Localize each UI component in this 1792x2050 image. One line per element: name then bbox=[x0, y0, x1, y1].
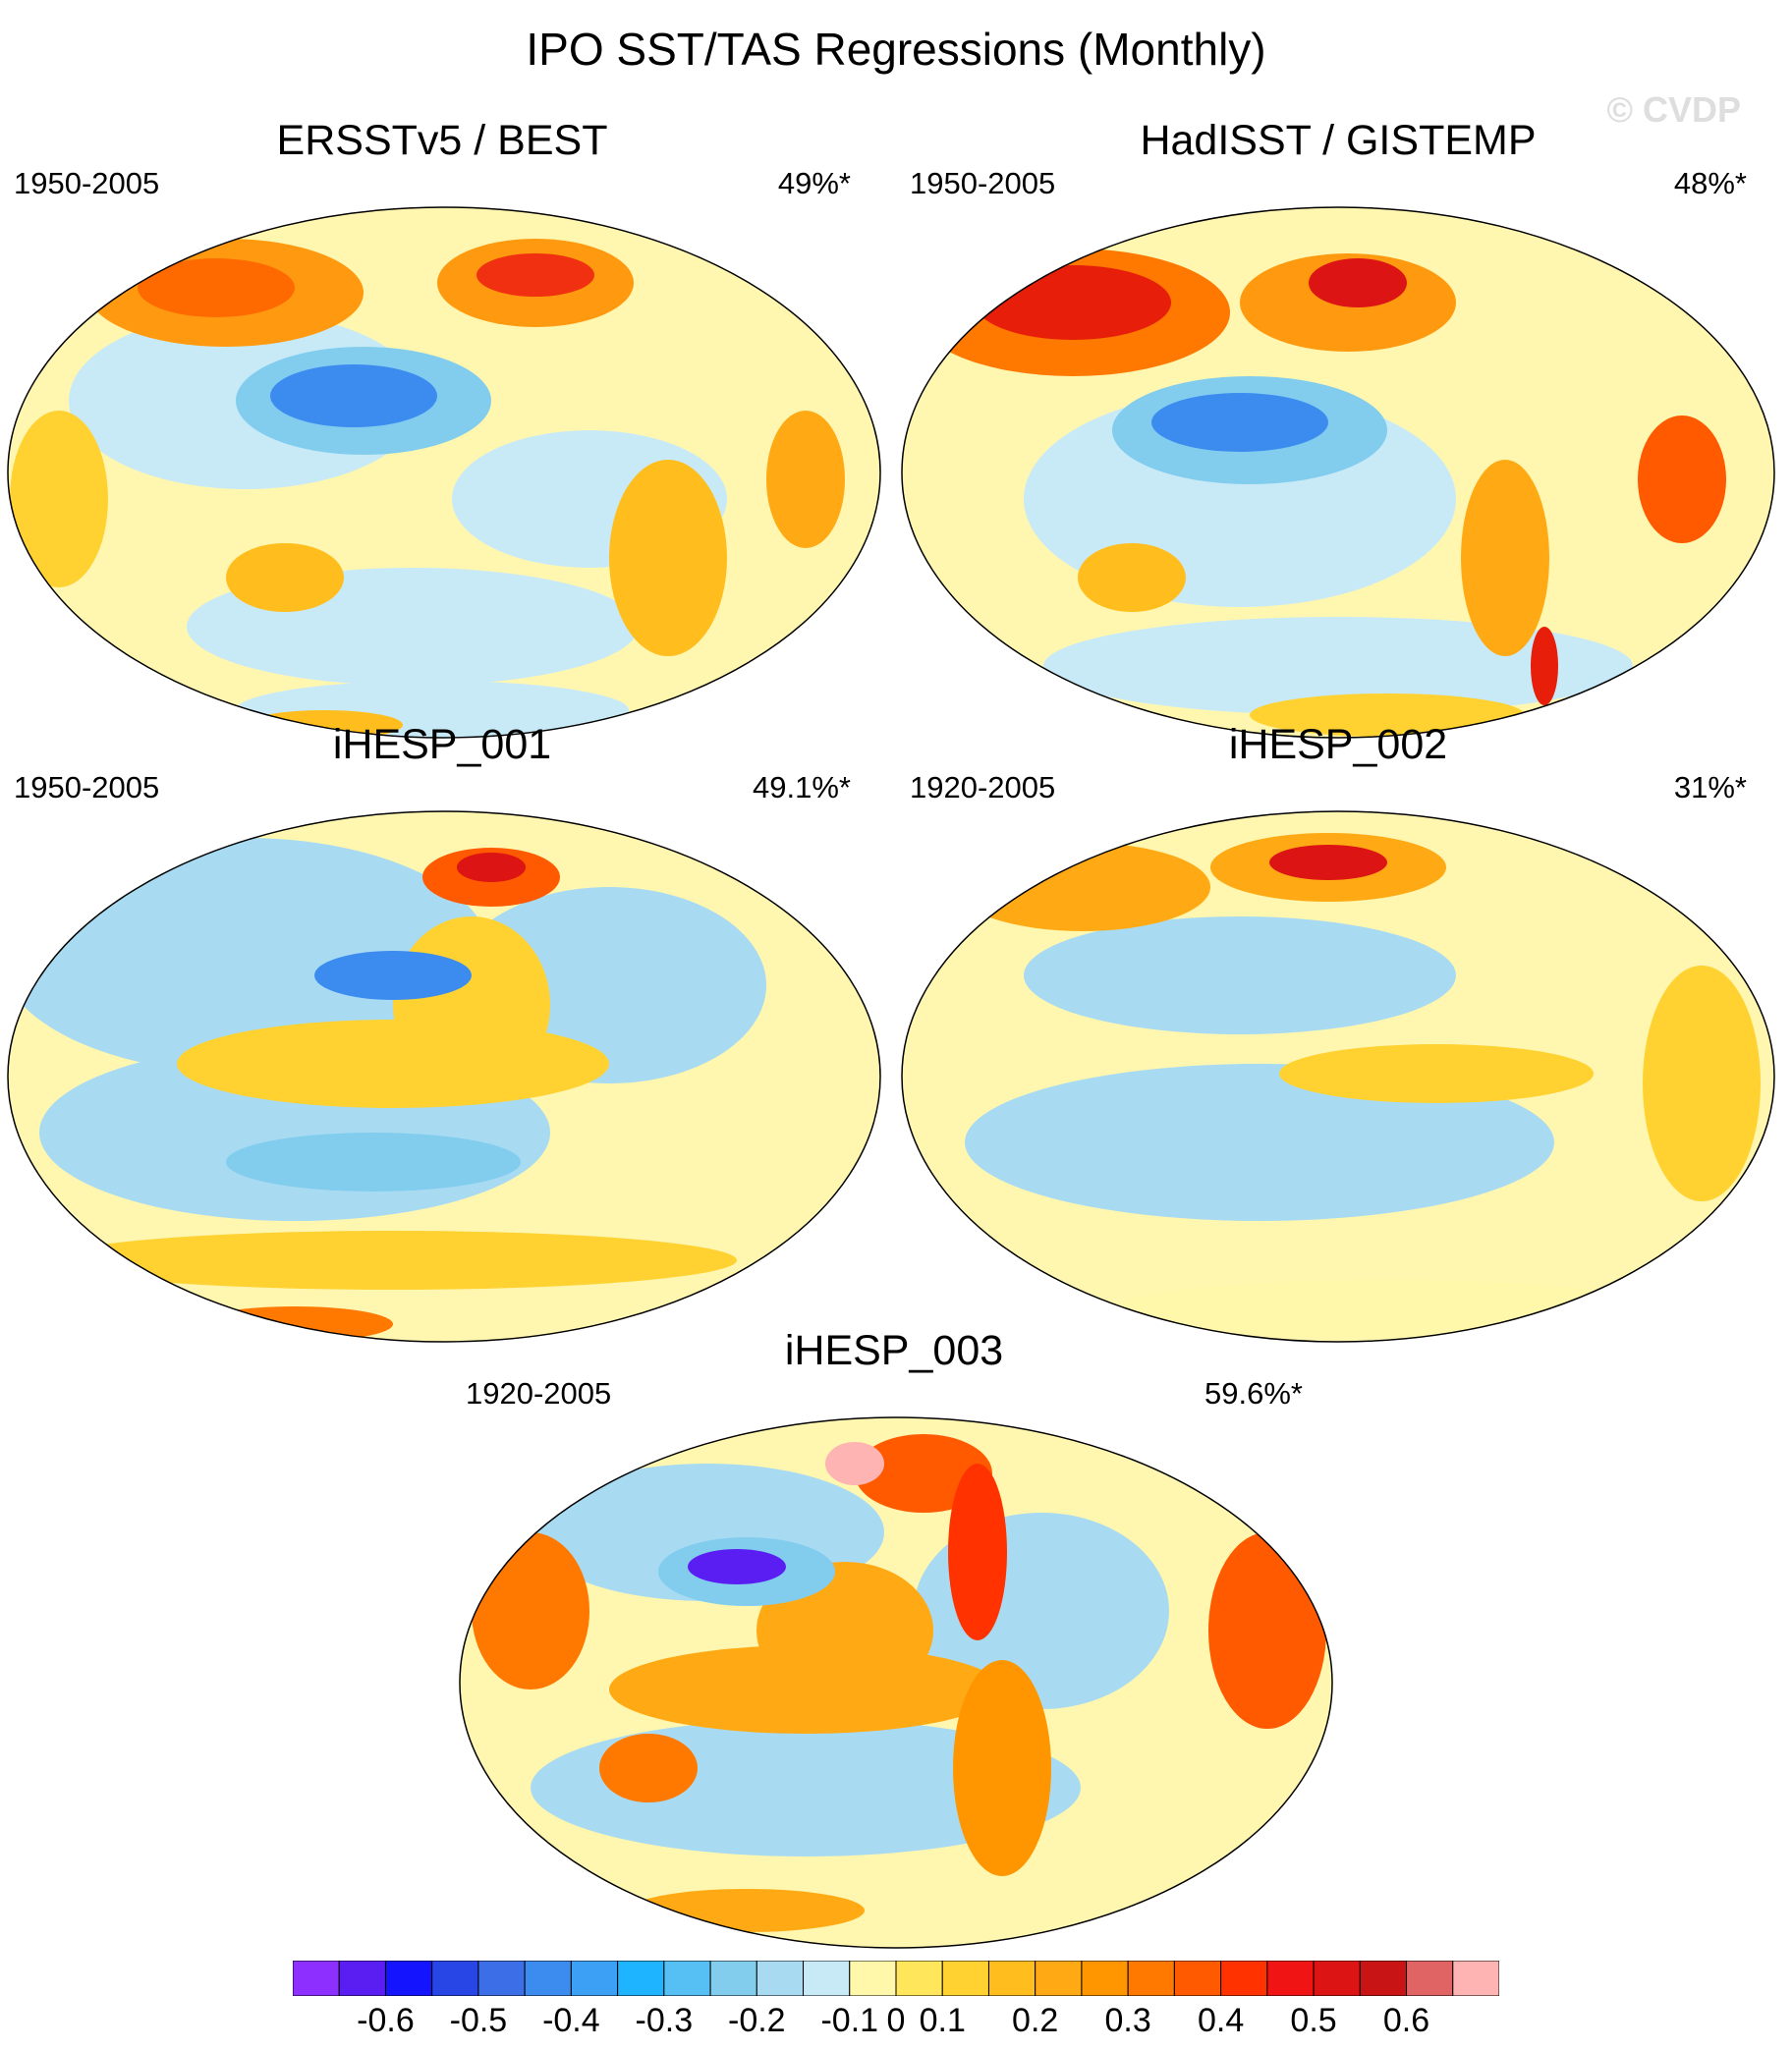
regression-map bbox=[901, 206, 1775, 739]
colorbar-swatch bbox=[338, 1961, 386, 1996]
colorbar-tick-label: -0.3 bbox=[635, 2002, 694, 2039]
regression-map bbox=[7, 206, 881, 739]
colorbar bbox=[293, 1961, 1499, 1996]
colorbar-swatch bbox=[477, 1961, 526, 1996]
panel-period: 1950-2005 bbox=[910, 166, 1056, 200]
colorbar-tick-label: -0.2 bbox=[728, 2002, 786, 2039]
regression-map bbox=[459, 1416, 1333, 1949]
cvdp-watermark: © CVDP bbox=[1606, 89, 1741, 130]
panel-title: iHESP_001 bbox=[332, 721, 552, 768]
colorbar-swatch bbox=[709, 1961, 757, 1996]
colorbar-tick-label: -0.5 bbox=[449, 2002, 508, 2039]
colorbar-swatch bbox=[849, 1961, 897, 1996]
panel-ihesp-002: iHESP_002 1920-2005 31%* bbox=[896, 720, 1780, 1343]
panel-title: HadISST / GISTEMP bbox=[1140, 117, 1537, 164]
colorbar-swatch bbox=[663, 1961, 711, 1996]
colorbar-swatch bbox=[987, 1961, 1036, 1996]
panel-period: 1920-2005 bbox=[910, 770, 1056, 804]
colorbar-tick-label: -0.1 bbox=[820, 2002, 879, 2039]
colorbar-tick-label: -0.4 bbox=[542, 2002, 600, 2039]
regression-map bbox=[901, 810, 1775, 1343]
colorbar-swatch bbox=[384, 1961, 433, 1996]
panel-title: iHESP_003 bbox=[784, 1327, 1004, 1374]
regression-map bbox=[7, 810, 881, 1343]
colorbar-swatch bbox=[431, 1961, 479, 1996]
colorbar-swatch bbox=[895, 1961, 943, 1996]
colorbar-swatch bbox=[570, 1961, 619, 1996]
colorbar-tick-label: 0.4 bbox=[1197, 2002, 1245, 2039]
colorbar-tick-label: -0.6 bbox=[357, 2002, 415, 2039]
panel-period: 1950-2005 bbox=[14, 770, 160, 804]
panel-variance: 49%* bbox=[777, 166, 851, 200]
figure-title: IPO SST/TAS Regressions (Monthly) bbox=[526, 24, 1266, 75]
colorbar-swatch bbox=[1359, 1961, 1408, 1996]
colorbar-swatch bbox=[1035, 1961, 1083, 1996]
panel-title: iHESP_002 bbox=[1228, 721, 1448, 768]
colorbar-tick-label: 0.3 bbox=[1104, 2002, 1151, 2039]
panel-ihesp-001: iHESP_001 1950-2005 49.1%* bbox=[0, 720, 884, 1343]
colorbar-tick-label: 0.1 bbox=[919, 2002, 966, 2039]
panel-title: ERSSTv5 / BEST bbox=[276, 117, 608, 164]
panel-ersstv5-best: ERSSTv5 / BEST 1950-2005 49%* bbox=[0, 116, 884, 739]
colorbar-swatch bbox=[803, 1961, 851, 1996]
colorbar-swatch bbox=[941, 1961, 989, 1996]
colorbar-swatch bbox=[1266, 1961, 1315, 1996]
panel-ihesp-003: iHESP_003 1920-2005 59.6%* bbox=[452, 1326, 1336, 1949]
colorbar-tick-label: 0 bbox=[886, 2002, 906, 2039]
panel-hadisst-gistemp: HadISST / GISTEMP 1950-2005 48%* bbox=[896, 116, 1780, 739]
colorbar-swatch bbox=[1081, 1961, 1129, 1996]
panel-period: 1920-2005 bbox=[466, 1376, 612, 1411]
colorbar-swatch bbox=[756, 1961, 805, 1996]
colorbar-tick-label: 0.6 bbox=[1382, 2002, 1430, 2039]
colorbar-swatch bbox=[1313, 1961, 1361, 1996]
colorbar-swatch bbox=[617, 1961, 665, 1996]
panel-variance: 48%* bbox=[1673, 166, 1747, 200]
colorbar-swatch bbox=[1173, 1961, 1222, 1996]
panel-period: 1950-2005 bbox=[14, 166, 160, 200]
colorbar-tick-label: 0.2 bbox=[1012, 2002, 1059, 2039]
colorbar-tick-label: 0.5 bbox=[1290, 2002, 1337, 2039]
panel-variance: 59.6%* bbox=[1204, 1376, 1303, 1411]
panel-variance: 49.1%* bbox=[753, 770, 851, 804]
colorbar-swatch bbox=[524, 1961, 572, 1996]
colorbar-swatch bbox=[293, 1961, 340, 1996]
colorbar-swatch bbox=[1406, 1961, 1454, 1996]
colorbar-swatch bbox=[1220, 1961, 1268, 1996]
panel-variance: 31%* bbox=[1673, 770, 1747, 804]
colorbar-labels: -0.6 -0.5 -0.4 -0.3 -0.2 -0.1 0 0.1 0.2 0.3 0.4 0.5… bbox=[0, 2000, 1792, 2043]
colorbar-swatch bbox=[1452, 1961, 1499, 1996]
colorbar-swatch bbox=[1127, 1961, 1175, 1996]
